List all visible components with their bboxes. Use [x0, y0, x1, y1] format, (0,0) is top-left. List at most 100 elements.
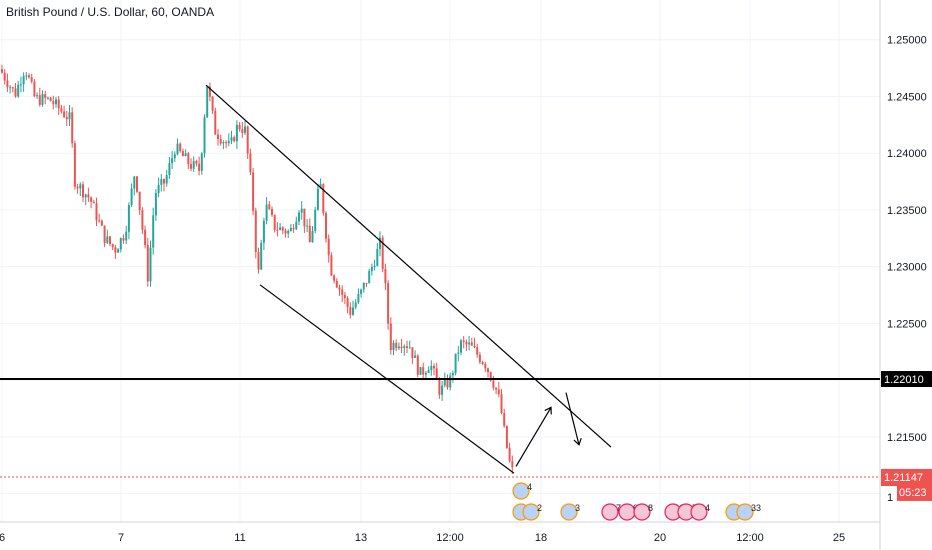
candle-body	[1, 69, 3, 73]
x-tick-label: 6	[0, 532, 5, 544]
candle-body	[168, 163, 171, 176]
candle-body	[327, 238, 330, 256]
candle-body	[25, 75, 28, 77]
candle-body	[73, 143, 76, 187]
candle-body	[9, 87, 12, 89]
candle-body	[279, 227, 282, 230]
candle-body	[400, 346, 403, 349]
candle-body	[171, 158, 174, 164]
y-tick-label: 1.25000	[887, 35, 927, 47]
candle-body	[373, 265, 376, 267]
candle-body	[109, 236, 111, 245]
candle-body	[316, 188, 319, 210]
candle-body	[427, 370, 430, 373]
y-tick-label: 1.24000	[887, 148, 927, 160]
candle-body	[244, 126, 246, 133]
candle-body	[325, 213, 327, 239]
candle-body	[384, 269, 387, 284]
candle-body	[465, 341, 468, 345]
projection-arrow-up-head	[544, 406, 552, 415]
candle-body	[41, 94, 44, 105]
candle-body	[130, 188, 133, 206]
candle-body	[473, 345, 476, 348]
candle-body	[114, 247, 117, 253]
candle-body	[11, 87, 14, 89]
candle-body	[87, 194, 90, 198]
candle-body	[489, 372, 492, 381]
level-price-label: 1.22010	[881, 371, 932, 388]
candle-body	[446, 379, 449, 388]
candle-body	[460, 340, 462, 353]
event-marker-uk: 4	[690, 503, 710, 521]
candle-body	[422, 367, 425, 375]
candle-body	[55, 99, 57, 105]
candle-body	[271, 209, 273, 215]
candle-body	[90, 197, 93, 202]
candle-body	[249, 153, 252, 173]
candle-body	[435, 368, 438, 380]
chart-title: British Pound / U.S. Dollar, 60, OANDA	[6, 5, 215, 19]
candle-body	[68, 112, 71, 120]
candle-body	[311, 230, 314, 243]
event-marker-uk: 8	[633, 503, 653, 521]
event-count: 7	[616, 503, 621, 513]
candle-body	[387, 283, 390, 324]
candle-body	[79, 184, 82, 189]
flag-icon	[633, 503, 651, 521]
candle-body	[187, 153, 190, 165]
event-marker-us: 2	[522, 503, 542, 521]
candle-body	[211, 96, 214, 111]
candle-body	[6, 80, 9, 88]
candle-body	[238, 124, 241, 130]
candle-body	[198, 163, 201, 171]
candle-body	[136, 176, 138, 192]
candle-body	[343, 294, 346, 299]
candle-body	[430, 365, 433, 371]
candle-body	[257, 251, 260, 270]
event-count: 8	[648, 503, 653, 513]
candle-body	[411, 347, 414, 358]
x-tick-label: 12:00	[736, 532, 764, 544]
y-tick-label: 1.22500	[887, 318, 927, 330]
candle-body	[57, 99, 60, 109]
candle-body	[306, 225, 309, 227]
x-tick-label: 11	[234, 532, 245, 544]
candle-body	[503, 413, 506, 426]
candle-body	[49, 97, 52, 102]
candle-body	[330, 255, 333, 276]
candle-body	[338, 287, 341, 290]
candle-body	[368, 271, 371, 284]
event-count: 3	[575, 503, 580, 513]
y-tick-label: 1.24500	[887, 91, 927, 103]
y-tick-label: 1.23000	[887, 262, 927, 274]
candle-body	[84, 194, 87, 198]
candle-body	[292, 227, 295, 230]
candle-body	[487, 368, 489, 373]
candle-body	[71, 112, 74, 144]
candle-body	[289, 227, 292, 232]
candle-body	[441, 385, 444, 395]
candle-body	[468, 342, 471, 345]
candle-body	[419, 367, 422, 375]
candle-body	[298, 212, 300, 222]
countdown-text: 05:23	[899, 487, 927, 499]
candle-body	[376, 248, 379, 266]
axis-mask	[881, 486, 897, 507]
x-tick-label: 18	[535, 532, 547, 544]
candle-body	[392, 342, 395, 351]
candle-body	[117, 249, 120, 253]
candle-body	[46, 97, 49, 99]
candle-body	[484, 363, 487, 369]
candle-body	[17, 84, 20, 97]
candle-body	[133, 176, 136, 189]
candle-body	[481, 362, 484, 364]
candle-body	[63, 111, 66, 118]
candle-body	[28, 75, 30, 78]
y-tick-label: 1.21500	[887, 432, 927, 444]
candle-body	[60, 108, 63, 112]
candle-body	[138, 191, 141, 211]
level-label-bg	[881, 371, 932, 388]
candle-body	[38, 95, 41, 105]
event-count: 4	[527, 482, 532, 492]
